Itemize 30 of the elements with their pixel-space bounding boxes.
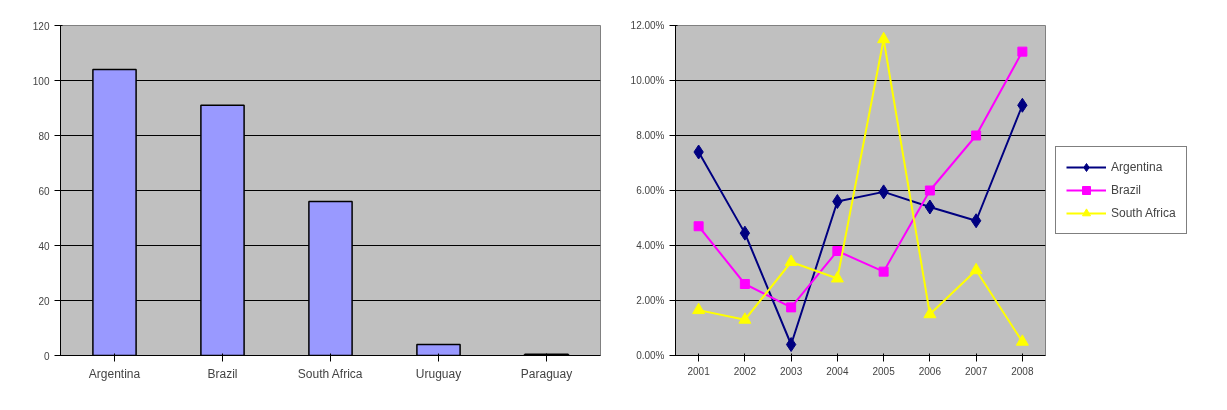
x-tick-label: 2004 [826,365,849,377]
x-tick-label: 2002 [733,365,757,377]
y-tick-label: 120 [32,20,50,32]
y-tick-label: 0.00% [636,350,665,361]
y-tick-label: 4.00% [636,240,665,251]
y-tick-label: 10.00% [630,75,665,86]
x-tick-label: 2007 [965,365,988,377]
x-tick-label: 2001 [687,365,711,377]
x-tick-label: Argentina [88,366,141,381]
y-tick-label: 60 [38,185,50,197]
y-tick-label: 100 [32,75,50,87]
y-tick-label: 2.00% [636,295,665,306]
x-tick-label: 2005 [872,365,896,377]
y-tick-label: 0 [43,350,50,362]
y-tick-label: 6.00% [636,185,665,196]
x-tick-label: 2008 [1011,365,1034,377]
y-tick-label: 80 [38,130,50,142]
x-tick-label: South Africa [297,366,363,381]
y-tick-label: 8.00% [636,130,665,141]
y-tick-label: 20 [38,295,50,307]
x-tick-label: 2006 [918,365,942,377]
x-tick-label: Uruguay [415,366,462,381]
x-tick-label: 2003 [780,365,803,377]
legend-label: Argentina [1111,160,1163,174]
y-tick-label: 40 [38,240,50,252]
legend-label: South Africa [1111,206,1176,220]
legend-label: Brazil [1111,183,1142,197]
y-tick-label: 12.00% [630,20,665,31]
x-tick-label: Paraguay [520,366,573,381]
x-tick-label: Brazil [207,366,238,381]
